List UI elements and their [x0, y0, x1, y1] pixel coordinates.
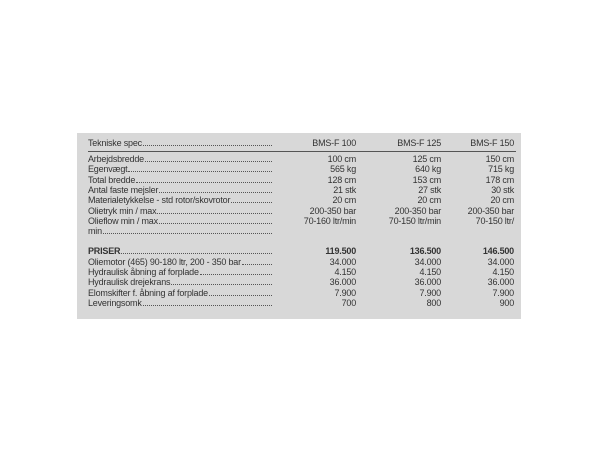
dot-leader: [102, 226, 272, 235]
label-text: Antal faste mejsler: [88, 184, 159, 195]
label-text: PRISER: [88, 246, 121, 257]
value-cell: 136.500: [409, 246, 441, 257]
value-cell: 715 kg: [488, 164, 514, 175]
label-text: Hydraulisk drejekrans: [88, 277, 171, 288]
value-cell: 70-150 ltr/: [475, 215, 515, 226]
label-text: Leveringsomk: [88, 297, 142, 308]
row-label: Leveringsomk: [88, 298, 272, 308]
value-cell: 150 cm: [485, 154, 515, 164]
value-cell: 700: [341, 297, 357, 308]
label-text: Total bredde: [88, 174, 136, 185]
row-label: Oliemotor (465) 90-180 ltr, 200 - 350 ba…: [88, 257, 272, 267]
value-cell: 70-150 ltr/min: [388, 215, 441, 226]
value-cell: 4.150: [334, 267, 356, 277]
row-label: Olietryk min / max: [88, 206, 272, 216]
value-cell: 128 cm: [327, 174, 357, 185]
value-cell: BMS-F 150: [470, 138, 514, 148]
row-label: Materialetykkelse - std rotor/skovrotor: [88, 195, 272, 205]
value-cell: 20 cm: [490, 195, 514, 206]
label-text: min: [88, 226, 102, 237]
value-cell: 4.150: [419, 267, 441, 277]
row-label: Total bredde: [88, 175, 272, 185]
dot-leader: [171, 277, 272, 286]
dot-leader: [158, 216, 272, 224]
label-text: Olieflow min / max: [88, 215, 158, 226]
value-cell: 36.000: [414, 277, 442, 288]
value-cell: 900: [499, 297, 515, 308]
value-cell: 21 stk: [333, 184, 356, 195]
row-label: Tekniske spec: [88, 138, 272, 148]
value-cell: 565 kg: [330, 164, 356, 175]
dot-leader: [231, 195, 272, 204]
row-label: Arbejdsbredde: [88, 154, 272, 164]
value-cell: 34.000: [329, 256, 357, 267]
dot-leader: [199, 267, 272, 275]
value-cell: 34.000: [414, 256, 442, 267]
value-cell: 27 stk: [418, 184, 441, 195]
label-text: Oliemotor (465) 90-180 ltr, 200 - 350 ba…: [88, 256, 241, 267]
value-cell: 30 stk: [491, 184, 514, 195]
value-cell: 34.000: [487, 256, 515, 267]
value-cell: 153 cm: [412, 174, 442, 185]
label-text: Egenvægt: [88, 164, 128, 175]
value-cell: 178 cm: [485, 174, 515, 185]
value-cell: 200-350 bar: [394, 205, 442, 216]
value-cell: 36.000: [487, 277, 515, 288]
value-cell: 20 cm: [332, 195, 356, 206]
dot-leader: [144, 154, 272, 162]
dot-leader: [159, 185, 272, 193]
label-text: Olietryk min / max: [88, 205, 157, 216]
value-cell: 7.900: [334, 287, 356, 298]
dot-leader: [142, 298, 272, 306]
dot-leader: [241, 257, 272, 265]
row-label: Antal faste mejsler: [88, 185, 272, 195]
dot-leader: [142, 138, 272, 146]
value-cell: 800: [426, 297, 442, 308]
value-cell: 70-160 ltr/min: [303, 215, 356, 226]
label-text: Hydraulisk åbning af forplade: [88, 267, 199, 277]
value-cell: 7.900: [419, 287, 441, 298]
row-label: PRISER: [88, 246, 272, 256]
label-text: Materialetykkelse - std rotor/skovrotor: [88, 195, 231, 206]
value-cell: 125 cm: [412, 154, 442, 164]
row-label: Hydraulisk drejekrans: [88, 277, 272, 287]
label-text: Tekniske spec: [88, 138, 142, 148]
row-label: Hydraulisk åbning af forplade: [88, 267, 272, 277]
value-cell: 100 cm: [327, 154, 357, 164]
row-label: Olieflow min / max: [88, 216, 272, 226]
value-cell: 146.500: [482, 246, 514, 257]
label-text: Elomskifter f. åbning af forplade: [88, 287, 208, 298]
spec-panel: [77, 133, 521, 319]
value-cell: BMS-F 100: [312, 138, 356, 148]
row-label: min: [88, 226, 272, 236]
value-cell: 200-350 bar: [467, 205, 515, 216]
value-cell: 640 kg: [415, 164, 441, 175]
value-cell: 119.500: [325, 246, 356, 257]
label-text: Arbejdsbredde: [88, 154, 144, 164]
dot-leader: [157, 206, 272, 214]
dot-leader: [128, 164, 272, 173]
value-cell: 4.150: [492, 267, 514, 277]
value-cell: BMS-F 125: [397, 138, 441, 148]
value-cell: 20 cm: [417, 195, 441, 206]
row-label: Elomskifter f. åbning af forplade: [88, 288, 272, 298]
value-cell: 36.000: [329, 277, 357, 288]
row-label: Egenvægt: [88, 164, 272, 174]
dot-leader: [136, 175, 272, 183]
header-rule: [88, 151, 516, 152]
value-cell: 7.900: [492, 287, 514, 298]
dot-leader: [208, 288, 272, 296]
dot-leader: [121, 246, 272, 255]
value-cell: 200-350 bar: [309, 205, 357, 216]
